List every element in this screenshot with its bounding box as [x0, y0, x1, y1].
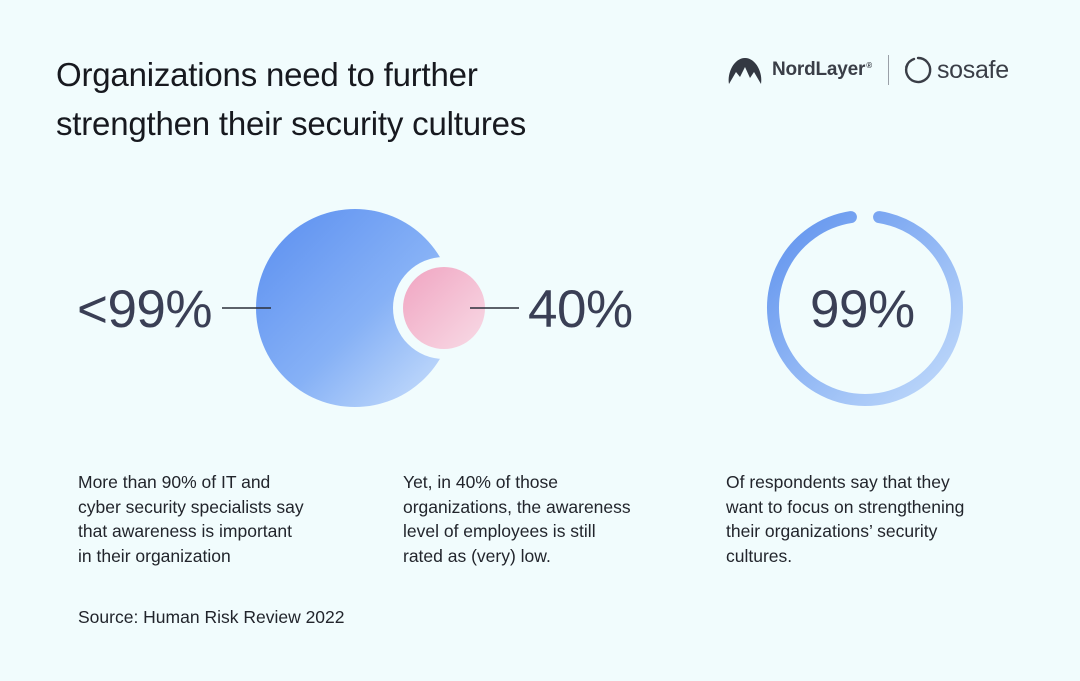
desc-1-line-2: cyber security specialists say — [78, 496, 304, 517]
desc-1-line-1: More than 90% of IT and — [78, 472, 271, 492]
stat-description-1: More than 90% of IT and cyber security s… — [78, 470, 368, 568]
desc-2-line-3: level of employees is still — [403, 521, 596, 541]
desc-2-line-2: organizations, the awareness — [403, 496, 631, 517]
sosafe-ring-icon — [904, 56, 932, 84]
title-line-2: strengthen their security cultures — [56, 105, 527, 142]
nordlayer-mountain-icon — [728, 58, 762, 84]
desc-2-line-1: Yet, in 40% of those — [403, 472, 559, 492]
stat-value-40: 40% — [528, 280, 633, 339]
progress-ring-arc — [767, 211, 963, 406]
desc-1-line-3: that awareness is important — [78, 521, 292, 541]
desc-3-line-3: their organizations’ security — [726, 521, 938, 541]
stat-description-3: Of respondents say that they want to foc… — [726, 470, 1026, 568]
sosafe-wordmark: sosafe — [936, 55, 1009, 84]
nordlayer-wordmark: NordLayer — [772, 59, 866, 80]
title-line-1: Organizations need to further — [56, 56, 478, 93]
nordlayer-logo: NordLayer® — [772, 59, 872, 81]
partner-logos: NordLayer® sosafe — [726, 50, 1009, 90]
desc-3-line-4: cultures. — [726, 545, 793, 566]
desc-1-line-4: in their organization — [78, 545, 231, 566]
source-note: Source: Human Risk Review 2022 — [78, 607, 345, 627]
stat-value-under-99: <99% — [77, 280, 213, 339]
awareness-large-circle — [256, 209, 454, 407]
stat-description-2: Yet, in 40% of those organizations, the … — [403, 470, 693, 568]
awareness-small-circle — [403, 267, 485, 349]
stat-value-99: 99% — [810, 280, 915, 339]
logo-divider — [887, 55, 889, 85]
desc-2-line-4: rated as (very) low. — [403, 545, 551, 566]
page-title: Organizations need to further strengthen… — [56, 50, 696, 148]
desc-3-line-1: Of respondents say that they — [726, 472, 950, 492]
registered-mark: ® — [866, 60, 872, 70]
desc-3-line-2: want to focus on strengthening — [726, 496, 965, 517]
